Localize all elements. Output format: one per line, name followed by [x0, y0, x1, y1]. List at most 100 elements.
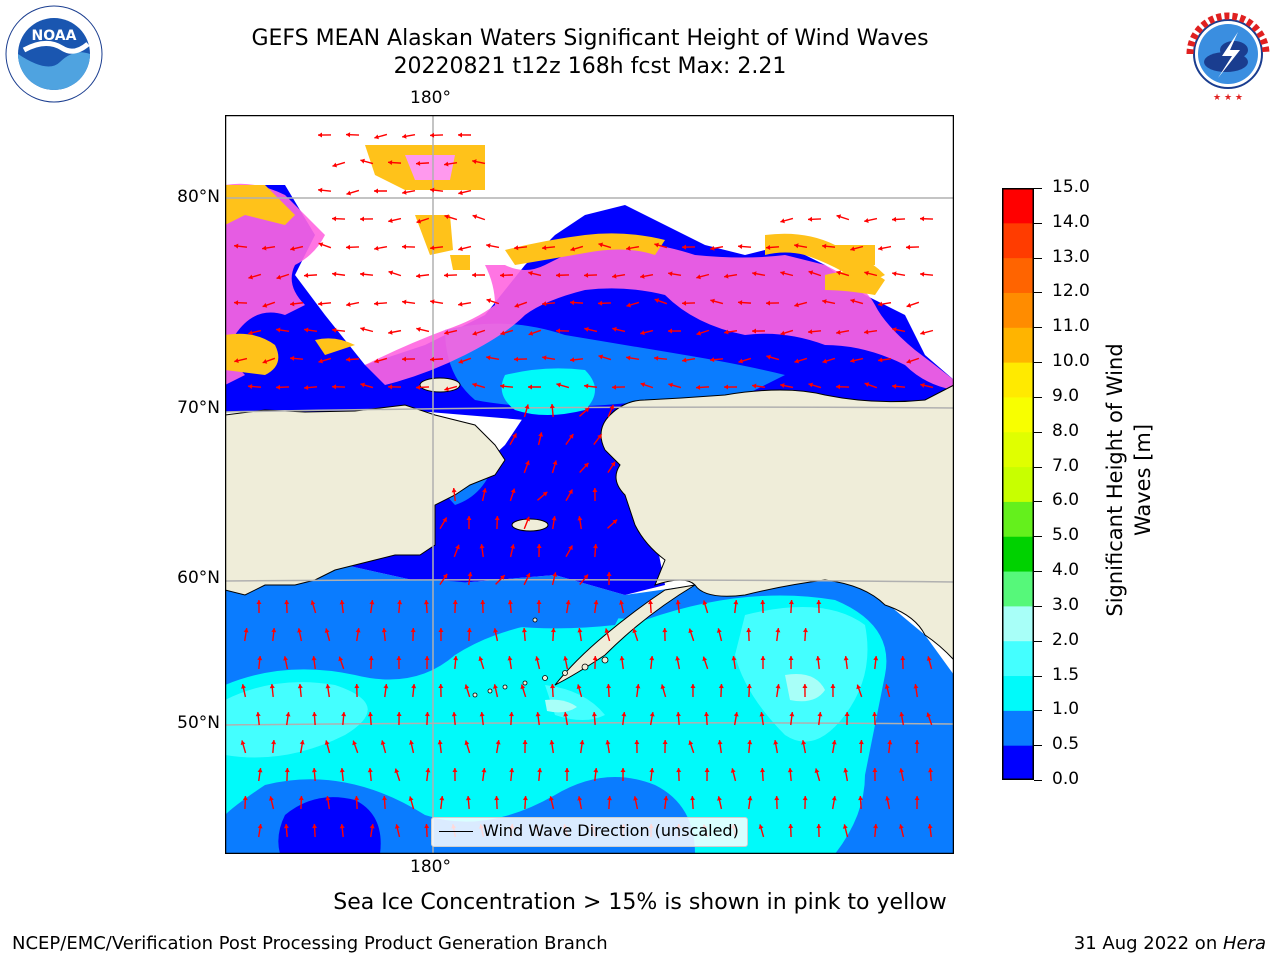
wave-direction-arrowhead — [297, 684, 303, 689]
map-panel — [224, 114, 955, 855]
wave-direction-arrowhead — [920, 382, 925, 388]
wave-direction-arrowhead — [551, 516, 557, 521]
wave-direction-arrowhead — [873, 824, 879, 829]
wave-direction-arrowhead — [682, 357, 687, 363]
wave-direction-arrowhead — [927, 824, 933, 829]
wave-direction-arrowhead — [822, 243, 827, 249]
wave-direction-arrowhead — [324, 628, 330, 633]
wave-direction-arrowhead — [696, 274, 701, 280]
wave-direction-arrowhead — [696, 330, 702, 336]
wave-direction-arrowhead — [276, 274, 282, 280]
wave-direction-arrowhead — [592, 488, 598, 493]
wave-direction-arrowhead — [410, 628, 416, 633]
noaa-logo: NOAA — [4, 4, 104, 104]
wave-direction-arrowhead — [525, 460, 530, 466]
wave-direction-arrowhead — [710, 298, 715, 304]
wave-direction-arrowhead — [535, 712, 541, 717]
wave-direction-arrowhead — [482, 488, 487, 493]
wave-direction-arrowhead — [766, 354, 771, 360]
wave-direction-arrowhead — [514, 303, 520, 308]
wave-direction-arrowhead — [416, 218, 422, 224]
wave-direction-arrowhead — [892, 271, 897, 277]
wave-direction-arrowhead — [424, 712, 430, 717]
wave-direction-arrowhead — [747, 740, 753, 745]
wave-direction-arrowhead — [465, 796, 471, 801]
wave-direction-arrowhead — [283, 656, 289, 661]
wave-direction-arrowhead — [290, 246, 295, 252]
nws-logo: ★ ★ ★ — [1178, 4, 1278, 104]
wave-direction-arrowhead — [808, 270, 814, 276]
wave-direction-arrowhead — [568, 433, 574, 439]
wave-direction-arrowhead — [612, 273, 617, 279]
wave-direction-arrowhead — [760, 656, 766, 661]
wave-direction-arrowhead — [640, 330, 645, 336]
wave-direction-arrowhead — [508, 712, 514, 717]
wave-direction-arrowhead — [836, 329, 841, 335]
wave-direction-arrowhead — [394, 768, 400, 774]
wave-direction-arrowhead — [606, 796, 612, 801]
wave-direction-arrowhead — [568, 489, 573, 495]
calm-eddy — [278, 797, 381, 854]
wave-direction-arrowhead — [920, 271, 925, 277]
wave-direction-arrowhead — [354, 684, 360, 689]
wave-direction-arrowhead — [367, 768, 373, 773]
wave-direction-arrowhead — [690, 684, 696, 689]
wave-direction-arrowhead — [579, 740, 585, 745]
wave-direction-arrowhead — [248, 330, 253, 336]
wave-direction-arrowhead — [788, 656, 794, 661]
wave-direction-arrowhead — [507, 600, 513, 605]
wave-direction-arrowhead — [584, 272, 589, 278]
wave-direction-arrowhead — [374, 188, 379, 194]
wave-direction-arrowhead — [538, 432, 544, 437]
wave-direction-arrowhead — [660, 684, 666, 690]
wave-direction-arrowhead — [367, 712, 373, 717]
wave-direction-arrowhead — [717, 740, 723, 745]
colorbar-tick-label: 15.0 — [1052, 177, 1090, 197]
colorbar-band — [1002, 640, 1034, 677]
wave-direction-arrowhead — [766, 300, 771, 306]
wave-direction-arrowhead — [452, 600, 458, 605]
wave-direction-arrowhead — [472, 382, 477, 388]
wave-direction-arrowhead — [439, 796, 445, 801]
wave-direction-arrowhead — [472, 272, 477, 278]
wave-direction-arrowhead — [808, 382, 814, 388]
wave-direction-arrowhead — [241, 684, 246, 689]
wave-direction-arrowhead — [612, 326, 617, 332]
wave-direction-arrowhead — [563, 656, 569, 661]
wave-direction-arrowhead — [437, 740, 443, 745]
wave-direction-arrowhead — [442, 573, 448, 579]
wave-direction-arrowhead — [402, 299, 407, 305]
wave-direction-arrowhead — [675, 712, 681, 717]
wave-direction-arrowhead — [332, 162, 338, 168]
wave-direction-arrowhead — [240, 740, 246, 745]
colorbar-tick-label: 13.0 — [1052, 246, 1090, 267]
wave-direction-arrowhead — [354, 796, 360, 801]
colorbar-tick-mark — [1034, 605, 1042, 607]
wave-direction-arrowhead — [592, 656, 598, 661]
wave-direction-arrowhead — [388, 270, 394, 276]
wave-direction-arrowhead — [355, 628, 361, 633]
wave-direction-arrowhead — [352, 740, 357, 746]
wave-direction-arrowhead — [479, 544, 485, 549]
wave-direction-arrowhead — [510, 544, 516, 549]
sea-ice-note: Sea Ice Concentration > 15% is shown in … — [333, 890, 947, 915]
wave-direction-arrowhead — [752, 271, 757, 277]
wave-direction-arrowhead — [789, 712, 795, 717]
colorbar-tick-label: 12.0 — [1052, 281, 1090, 302]
wave-direction-arrowhead — [493, 684, 498, 689]
wave-direction-arrowhead — [360, 158, 365, 164]
colorbar-tick-mark — [1034, 710, 1042, 712]
wave-direction-arrowhead — [704, 712, 710, 717]
wave-direction-arrowhead — [318, 358, 324, 364]
wave-direction-arrowhead — [452, 768, 458, 773]
wave-direction-arrowhead — [338, 656, 344, 662]
wave-direction-arrowhead — [346, 190, 352, 196]
wave-height-map — [224, 114, 955, 855]
wave-direction-arrowhead — [816, 600, 822, 605]
colorbar-band — [1002, 745, 1034, 781]
wave-direction-arrowhead — [733, 712, 739, 717]
noaa-logo-text: NOAA — [32, 28, 77, 44]
wave-direction-arrowhead — [836, 384, 841, 390]
wave-direction-arrowhead — [430, 356, 435, 362]
wave-direction-arrowhead — [730, 768, 736, 773]
